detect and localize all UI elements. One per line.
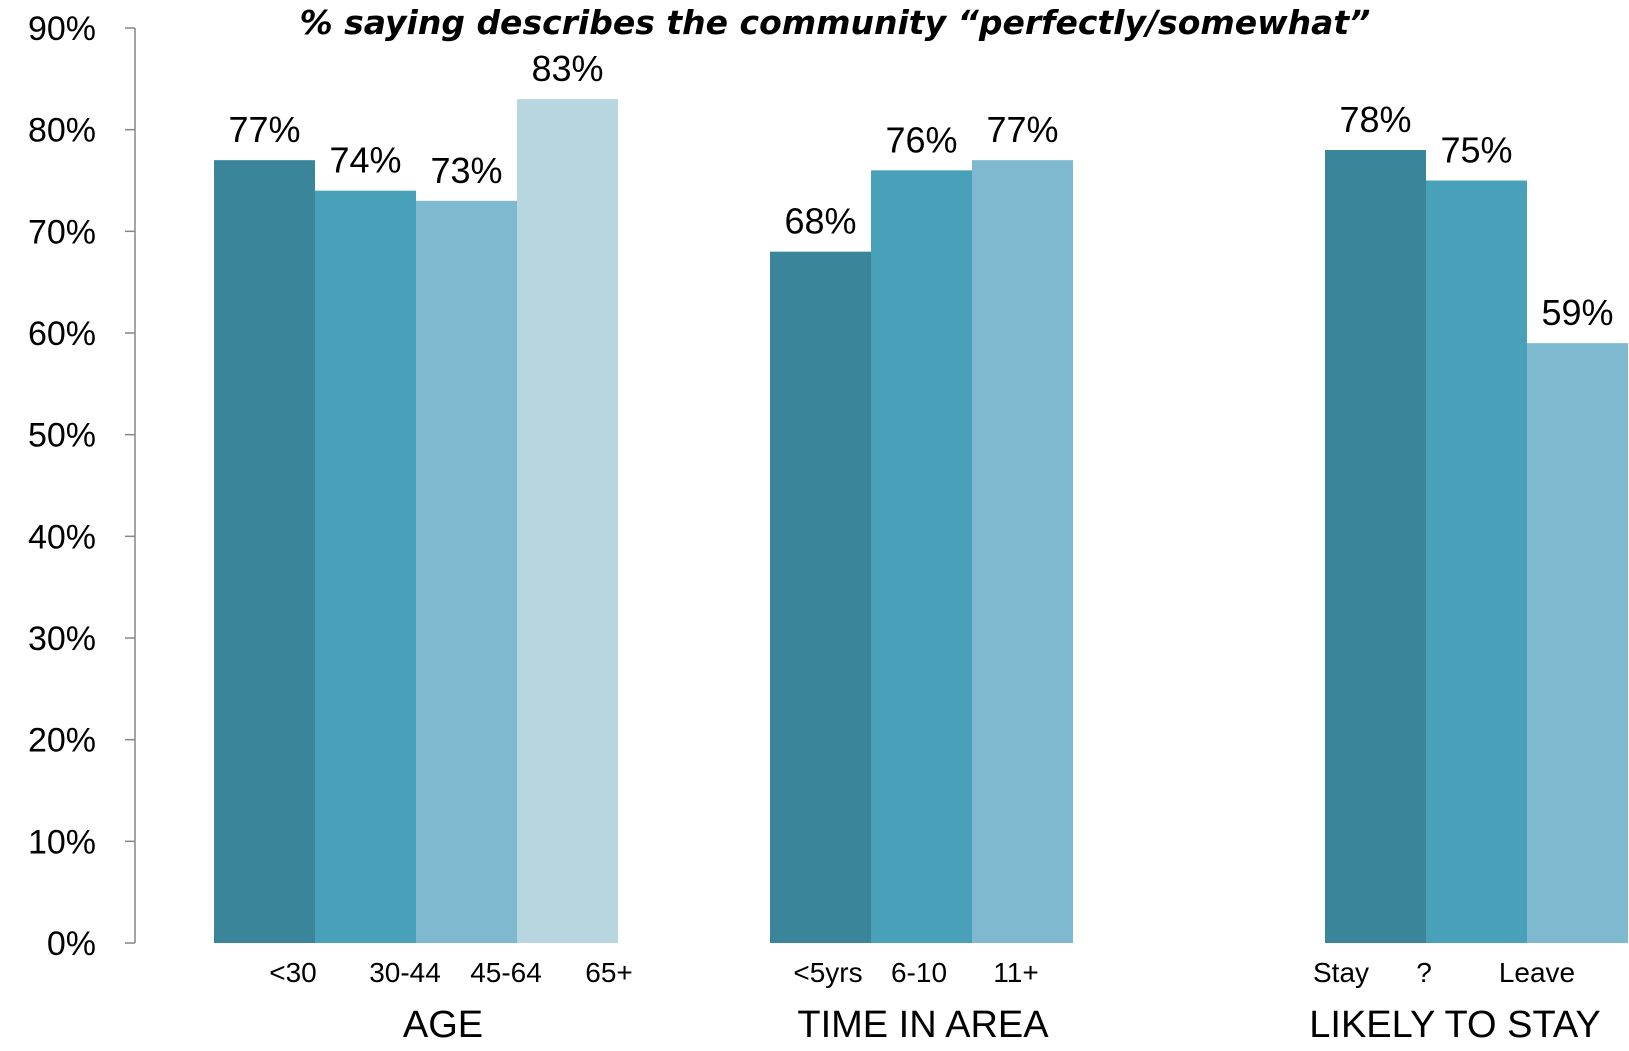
y-tick-label: 20% bbox=[28, 722, 96, 760]
group-label: LIKELY TO STAY bbox=[1309, 1004, 1600, 1046]
data-label: 83% bbox=[531, 48, 603, 89]
bar bbox=[1426, 180, 1527, 943]
y-tick-label: 30% bbox=[28, 620, 96, 658]
category-label: ? bbox=[1416, 957, 1432, 988]
y-tick-label: 10% bbox=[28, 823, 96, 861]
data-label: 68% bbox=[784, 201, 856, 242]
data-label: 74% bbox=[329, 140, 401, 181]
y-tick-label: 70% bbox=[28, 213, 96, 251]
y-tick-label: 80% bbox=[28, 112, 96, 150]
data-label: 75% bbox=[1440, 130, 1512, 171]
bar bbox=[871, 170, 972, 944]
y-axis: 0% 10% 20% 30% 40% 50% 60% 70% 80% 90% bbox=[28, 10, 136, 963]
bar bbox=[770, 251, 871, 943]
y-tick-label: 40% bbox=[28, 518, 96, 556]
data-label: 76% bbox=[885, 119, 957, 160]
category-label: <5yrs bbox=[793, 957, 862, 988]
bar bbox=[1527, 343, 1628, 944]
bar bbox=[517, 99, 618, 943]
category-label: 65+ bbox=[585, 957, 633, 988]
data-label: 59% bbox=[1541, 292, 1613, 333]
data-label: 73% bbox=[430, 150, 502, 191]
bar bbox=[315, 190, 416, 943]
category-label: 30-44 bbox=[369, 957, 441, 988]
labels: 77% <30 74% 30-44 73% 45-64 83% 65+ AGE 68% <5yrs 7… bbox=[228, 48, 1613, 1046]
category-label: Leave bbox=[1499, 957, 1575, 988]
y-tick-label: 60% bbox=[28, 315, 96, 353]
bar bbox=[972, 160, 1073, 943]
group-label: AGE bbox=[403, 1004, 483, 1046]
data-label: 77% bbox=[228, 109, 300, 150]
category-label: Stay bbox=[1313, 957, 1369, 988]
category-label: 11+ bbox=[993, 957, 1038, 988]
bars bbox=[214, 99, 1628, 944]
bar bbox=[214, 160, 315, 943]
data-label: 78% bbox=[1339, 99, 1411, 140]
data-label: 77% bbox=[986, 109, 1058, 150]
y-tick-label: 0% bbox=[47, 925, 96, 963]
group-label: TIME IN AREA bbox=[797, 1004, 1049, 1046]
category-label: 45-64 bbox=[470, 957, 542, 988]
chart-title: % saying describes the community “perfec… bbox=[300, 3, 1371, 42]
category-label: 6-10 bbox=[891, 957, 947, 988]
category-label: <30 bbox=[269, 957, 317, 988]
y-tick-label: 90% bbox=[28, 10, 96, 48]
bar bbox=[1325, 150, 1426, 943]
y-tick-label: 50% bbox=[28, 417, 96, 455]
bar bbox=[416, 200, 517, 944]
